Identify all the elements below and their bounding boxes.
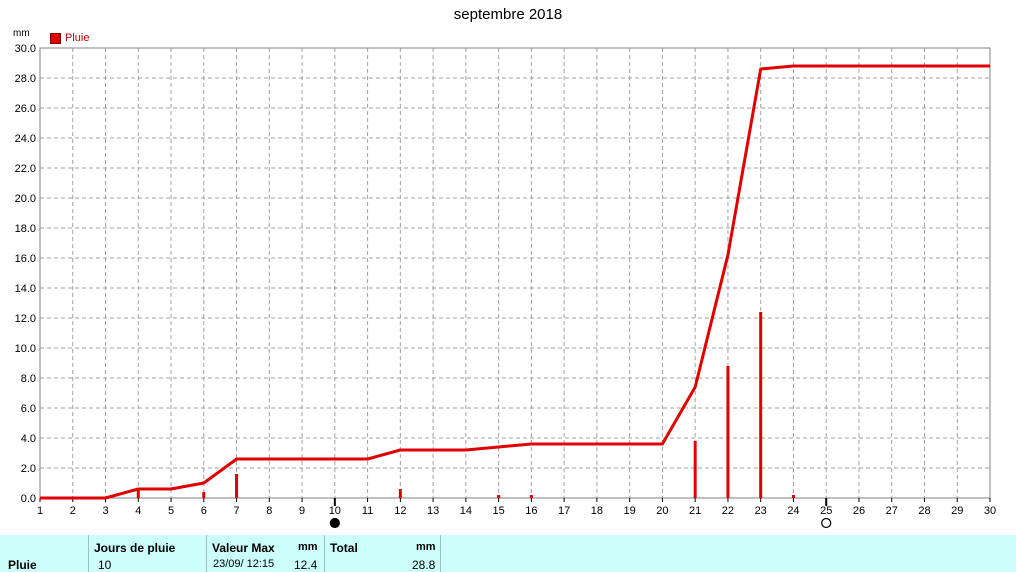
x-tick-label: 8	[266, 505, 272, 517]
x-tick-label: 7	[233, 505, 239, 517]
rain-bar	[202, 492, 206, 498]
x-tick-label: 13	[427, 505, 439, 517]
x-tick-label: 26	[853, 505, 865, 517]
x-tick-label: 20	[656, 505, 668, 517]
x-tick-label: 5	[168, 505, 174, 517]
x-tick-label: 9	[299, 505, 305, 517]
rain-bar	[791, 495, 795, 498]
x-tick-label: 2	[70, 505, 76, 517]
x-tick-label: 27	[886, 505, 898, 517]
y-tick-label: 14.0	[15, 283, 36, 295]
summary-total-cell: Total mm 28.8	[324, 535, 441, 572]
summary-table: Pluie Jours de pluie 10 Valeur Max mm 23…	[0, 535, 1016, 572]
y-tick-label: 28.0	[15, 73, 36, 85]
x-tick-label: 21	[689, 505, 701, 517]
x-tick-label: 4	[135, 505, 141, 517]
total-value: 28.8	[412, 558, 436, 572]
y-tick-label: 8.0	[21, 373, 36, 385]
plot-area	[39, 47, 991, 499]
x-tick-label: 12	[394, 505, 406, 517]
x-tick-label: 18	[591, 505, 603, 517]
x-tick-label: 30	[984, 505, 996, 517]
x-tick-label: 16	[525, 505, 537, 517]
x-tick-label: 28	[918, 505, 930, 517]
y-tick-label: 22.0	[15, 163, 36, 175]
rain-chart: 0.0 2.0 4.0 6.0 8.0 10.0 12.0 14.0 16.0 18.0 20.0 2…	[15, 43, 996, 529]
x-tick-label: 25	[820, 505, 832, 517]
y-axis-unit: mm	[13, 28, 30, 39]
summary-row-label-cell: Pluie	[0, 535, 89, 572]
y-tick-label: 16.0	[15, 253, 36, 265]
rain-bar	[726, 366, 730, 498]
rain-bar	[529, 495, 533, 498]
legend: Pluie	[50, 32, 89, 44]
jours-header: Jours de pluie	[94, 541, 176, 555]
x-tick-label: 1	[37, 505, 43, 517]
new-moon-icon	[329, 517, 340, 529]
y-tick-label: 18.0	[15, 223, 36, 235]
valeur-header: Valeur Max	[212, 541, 275, 555]
jours-value: 10	[98, 558, 112, 572]
y-tick-label: 4.0	[21, 433, 36, 445]
x-tick-label: 10	[329, 505, 341, 517]
x-tick-label: 29	[951, 505, 963, 517]
full-moon-icon	[821, 517, 832, 529]
x-tick-label: 15	[492, 505, 504, 517]
y-tick-label: 0.0	[21, 493, 36, 505]
x-tick-label: 22	[722, 505, 734, 517]
y-tick-label: 2.0	[21, 463, 36, 475]
rain-bar	[693, 441, 697, 498]
x-tick-label: 11	[362, 505, 373, 517]
y-tick-label: 6.0	[21, 403, 36, 415]
valeur-unit: mm	[298, 541, 318, 553]
legend-label: Pluie	[65, 32, 90, 44]
x-tick-label: 17	[558, 505, 570, 517]
valeur-value: 12.4	[294, 558, 318, 572]
y-tick-label: 30.0	[15, 43, 36, 55]
rain-bar	[497, 495, 501, 498]
x-tick-label: 23	[755, 505, 767, 517]
total-unit: mm	[416, 541, 436, 553]
chart-title: septembre 2018	[453, 6, 563, 23]
x-tick-label: 19	[624, 505, 636, 517]
x-tick-label: 6	[201, 505, 207, 517]
rain-bar	[235, 474, 239, 498]
y-tick-label: 20.0	[15, 193, 36, 205]
rain-bar	[398, 489, 402, 498]
y-tick-label: 10.0	[15, 343, 36, 355]
x-tick-label: 3	[102, 505, 108, 517]
legend-swatch	[50, 32, 61, 44]
y-tick-label: 24.0	[15, 133, 36, 145]
x-tick-label: 14	[460, 505, 472, 517]
y-tick-label: 26.0	[15, 103, 36, 115]
total-header: Total	[330, 541, 358, 555]
cumulative-line	[40, 64, 990, 500]
rain-bar	[759, 312, 763, 498]
rain-bar	[136, 489, 140, 498]
summary-row-label: Pluie	[8, 558, 37, 572]
summary-valeur-cell: Valeur Max mm 23/09/ 12:15 12.4	[206, 535, 325, 572]
x-tick-label: 24	[787, 505, 799, 517]
y-tick-label: 12.0	[15, 313, 36, 325]
valeur-date: 23/09/ 12:15	[213, 558, 275, 570]
summary-jours-cell: Jours de pluie 10	[88, 535, 207, 572]
